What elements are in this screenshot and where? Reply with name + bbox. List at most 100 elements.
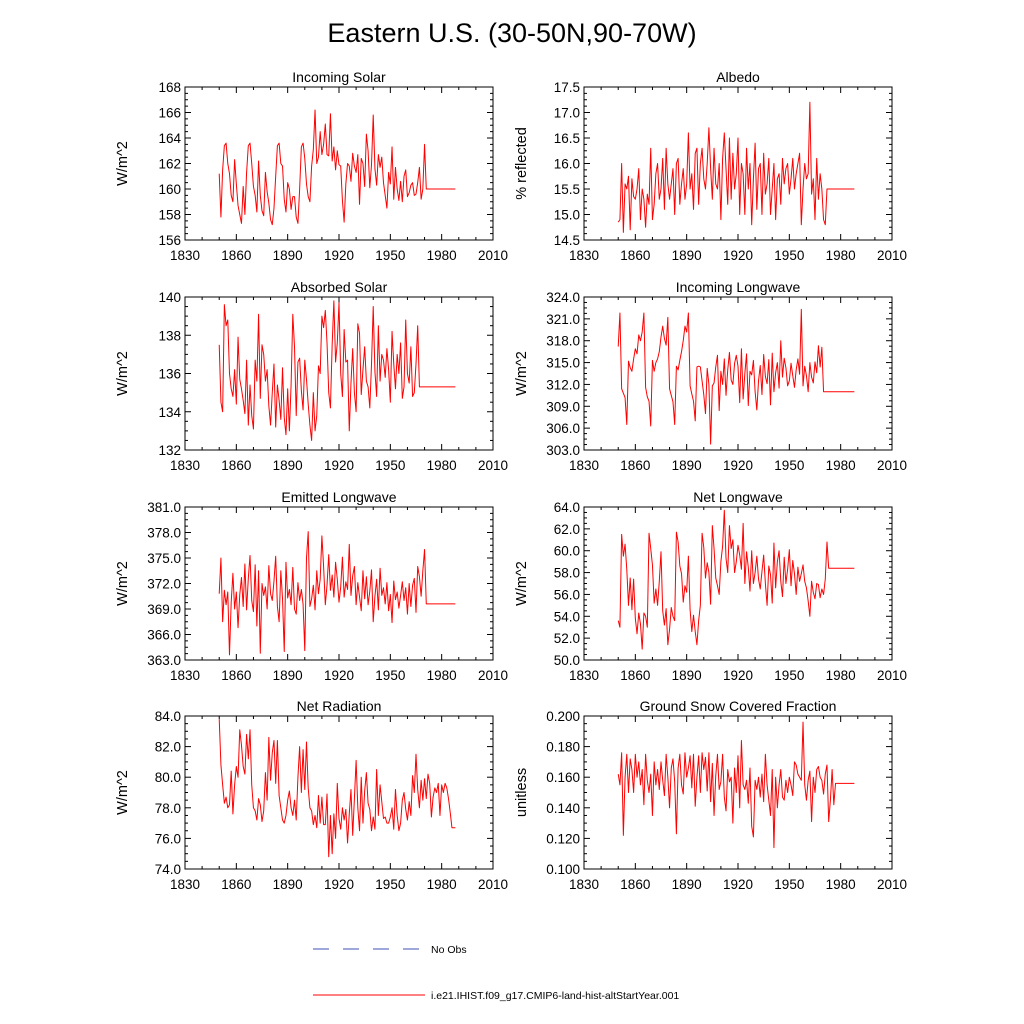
y-tick-label: 58.0 <box>554 566 580 581</box>
x-tick-label: 1920 <box>324 668 354 683</box>
y-tick-label: 158 <box>158 208 181 223</box>
x-tick-label: 1950 <box>375 458 405 473</box>
y-tick-label: 366.0 <box>147 628 181 643</box>
y-tick-label: 74.0 <box>155 862 181 877</box>
y-tick-label: 372.0 <box>147 577 181 592</box>
y-tick-label: 324.0 <box>546 290 580 305</box>
panel-title: Ground Snow Covered Fraction <box>640 698 837 714</box>
y-tick-label: 82.0 <box>155 740 181 755</box>
y-tick-label: 76.0 <box>155 831 181 846</box>
y-tick-label: 315.0 <box>546 356 580 371</box>
y-tick-label: 84.0 <box>155 709 181 724</box>
x-tick-label: 2010 <box>478 248 508 263</box>
x-tick-label: 1860 <box>221 877 251 892</box>
plot-frame <box>583 715 893 870</box>
x-tick-label: 1830 <box>569 248 599 263</box>
y-tick-label: 378.0 <box>147 526 181 541</box>
panel-title: Incoming Longwave <box>676 279 801 295</box>
series-line-incoming-solar <box>218 109 456 226</box>
y-tick-label: 136 <box>158 367 181 382</box>
y-tick-label: 168 <box>158 80 181 95</box>
x-tick-label: 2010 <box>877 248 907 263</box>
y-tick-label: 318.0 <box>546 334 580 349</box>
x-tick-label: 1830 <box>569 458 599 473</box>
y-axis-label: W/m^2 <box>115 770 131 815</box>
series-line-ground-snow-covered-fraction <box>617 721 855 849</box>
y-tick-label: 0.100 <box>546 862 580 877</box>
x-tick-label: 1980 <box>427 877 457 892</box>
x-tick-label: 1980 <box>826 668 856 683</box>
legend: No Obs i.e21.IHIST.f09_g17.CMIP6-land-hi… <box>313 944 679 1002</box>
x-tick-label: 1980 <box>427 458 457 473</box>
x-tick-label: 1920 <box>723 877 753 892</box>
panel-title: Absorbed Solar <box>291 279 388 295</box>
y-tick-label: 132 <box>158 443 181 458</box>
y-tick-label: 134 <box>158 405 181 420</box>
x-tick-label: 2010 <box>877 877 907 892</box>
y-tick-label: 78.0 <box>155 801 181 816</box>
x-tick-label: 1860 <box>620 877 650 892</box>
panel-title: Albedo <box>716 69 760 85</box>
plot-frame <box>184 506 494 661</box>
x-tick-label: 1920 <box>324 458 354 473</box>
y-tick-label: 363.0 <box>147 653 181 668</box>
y-axis-label: W/m^2 <box>514 351 530 396</box>
x-tick-label: 1980 <box>427 248 457 263</box>
y-tick-label: 156 <box>158 233 181 248</box>
y-tick-label: 0.180 <box>546 740 580 755</box>
y-tick-label: 369.0 <box>147 602 181 617</box>
y-tick-label: 303.0 <box>546 443 580 458</box>
y-tick-label: 64.0 <box>554 500 580 515</box>
y-tick-label: 162 <box>158 157 181 172</box>
y-axis-label: unitless <box>514 768 530 817</box>
x-tick-label: 1860 <box>620 668 650 683</box>
y-tick-label: 138 <box>158 328 181 343</box>
panel-title: Incoming Solar <box>292 69 386 85</box>
x-tick-label: 1860 <box>221 458 251 473</box>
x-tick-label: 1830 <box>170 877 200 892</box>
y-tick-label: 50.0 <box>554 653 580 668</box>
legend-obs-label: No Obs <box>431 944 467 956</box>
series-line-absorbed-solar <box>218 300 456 441</box>
y-tick-label: 306.0 <box>546 421 580 436</box>
panel-ground-snow-covered-fraction: Ground Snow Covered Fraction unitless 1830… <box>514 698 907 892</box>
x-tick-label: 1890 <box>273 248 303 263</box>
x-tick-label: 1860 <box>620 458 650 473</box>
x-tick-label: 1920 <box>723 248 753 263</box>
y-tick-label: 381.0 <box>147 500 181 515</box>
x-tick-label: 1950 <box>774 877 804 892</box>
x-tick-label: 2010 <box>478 668 508 683</box>
y-tick-label: 15.5 <box>554 182 580 197</box>
x-tick-label: 1830 <box>569 668 599 683</box>
y-axis-label: W/m^2 <box>115 141 131 186</box>
x-tick-label: 2010 <box>877 668 907 683</box>
x-tick-label: 1830 <box>569 877 599 892</box>
x-tick-label: 1950 <box>375 877 405 892</box>
x-tick-label: 1980 <box>826 248 856 263</box>
y-tick-label: 309.0 <box>546 399 580 414</box>
x-tick-label: 1890 <box>273 458 303 473</box>
y-axis-label: W/m^2 <box>115 351 131 396</box>
y-tick-label: 312.0 <box>546 377 580 392</box>
x-tick-label: 1860 <box>221 248 251 263</box>
panel-title: Net Longwave <box>693 489 783 505</box>
y-tick-label: 62.0 <box>554 522 580 537</box>
x-tick-label: 2010 <box>877 458 907 473</box>
y-tick-label: 0.160 <box>546 770 580 785</box>
y-tick-label: 0.200 <box>546 709 580 724</box>
y-tick-label: 0.140 <box>546 801 580 816</box>
x-tick-label: 2010 <box>478 458 508 473</box>
panel-emitted-longwave: Emitted Longwave W/m^2 1830 1860 1890 1920 195… <box>115 489 508 683</box>
panel-albedo: Albedo % reflected 1830 1860 1890 1920 1950 198… <box>514 69 907 263</box>
plot-frame <box>184 715 494 870</box>
series-line-incoming-longwave <box>617 308 855 445</box>
x-tick-label: 1920 <box>723 458 753 473</box>
legend-model-label: i.e21.IHIST.f09_g17.CMIP6-land-hist-altS… <box>431 990 679 1002</box>
y-tick-label: 60.0 <box>554 544 580 559</box>
y-tick-label: 56.0 <box>554 587 580 602</box>
y-axis-label: % reflected <box>514 127 530 200</box>
x-tick-label: 1950 <box>774 458 804 473</box>
x-tick-label: 1950 <box>375 248 405 263</box>
y-tick-label: 321.0 <box>546 312 580 327</box>
